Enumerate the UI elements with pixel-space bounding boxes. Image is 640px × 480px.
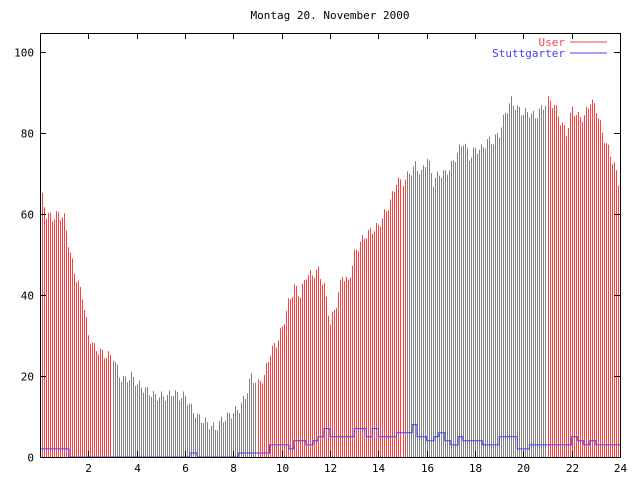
y-tick-label: 40 <box>21 290 34 303</box>
legend-label-stuttgarter: Stuttgarter <box>492 47 565 60</box>
y-tick-label: 60 <box>21 209 34 222</box>
x-tick-label: 20 <box>517 462 530 475</box>
x-tick-label: 16 <box>421 462 434 475</box>
x-tick-label: 2 <box>85 462 92 475</box>
y-tick-label: 80 <box>21 128 34 141</box>
x-tick-label: 8 <box>230 462 237 475</box>
y-tick-label: 0 <box>27 452 34 465</box>
x-tick-label: 4 <box>134 462 141 475</box>
stuttgarter-step-line <box>40 424 620 458</box>
x-tick-label: 6 <box>182 462 189 475</box>
legend-label-user: User <box>539 36 566 49</box>
x-tick-label: 10 <box>276 462 289 475</box>
x-tick-label: 24 <box>614 462 628 475</box>
x-tick-label: 14 <box>372 462 386 475</box>
user-impulses <box>40 96 621 457</box>
x-tick-label: 12 <box>324 462 337 475</box>
y-tick-label: 100 <box>14 47 34 60</box>
x-tick-label: 18 <box>469 462 482 475</box>
legend: User Stuttgarter <box>492 36 607 60</box>
stuttgarter-line <box>40 424 620 458</box>
y-tick-label: 20 <box>21 371 34 384</box>
chart-title: Montag 20. November 2000 <box>251 9 410 22</box>
x-tick-label: 22 <box>566 462 579 475</box>
